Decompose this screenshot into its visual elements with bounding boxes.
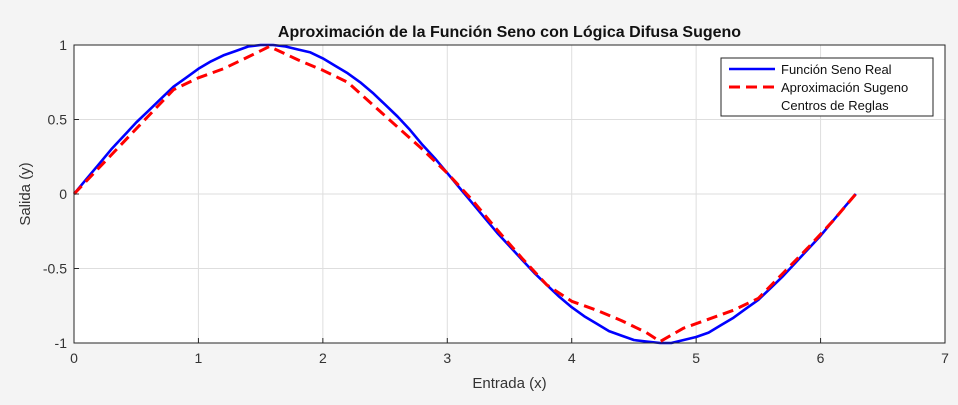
x-tick-label: 0 bbox=[70, 350, 78, 366]
legend-entry: Función Seno Real bbox=[781, 62, 892, 77]
legend: Función Seno Real Aproximación Sugeno Cent… bbox=[720, 57, 934, 117]
tick-labels: 0 1 2 3 4 5 6 7 -1 -0.5 0 0.5 1 bbox=[43, 37, 949, 366]
x-tick-label: 7 bbox=[941, 350, 949, 366]
x-tick-label: 5 bbox=[692, 350, 700, 366]
series-line-0 bbox=[73, 43, 857, 345]
x-tick-label: 6 bbox=[817, 350, 825, 366]
x-tick-label: 4 bbox=[568, 350, 576, 366]
y-tick-label: 1 bbox=[59, 37, 67, 53]
x-tick-label: 1 bbox=[195, 350, 203, 366]
y-tick-label: -1 bbox=[55, 335, 68, 351]
y-tick-label: 0 bbox=[59, 186, 67, 202]
series-layer bbox=[72, 43, 857, 345]
y-axis-label: Salida (y) bbox=[17, 162, 34, 225]
y-tick-label: 0.5 bbox=[48, 112, 68, 128]
x-axis-label: Entrada (x) bbox=[472, 375, 546, 392]
x-tick-label: 2 bbox=[319, 350, 327, 366]
series-line-1 bbox=[72, 45, 857, 343]
chart-title: Aproximación de la Función Seno con Lógi… bbox=[278, 24, 741, 41]
x-tick-label: 3 bbox=[443, 350, 451, 366]
legend-entry: Aproximación Sugeno bbox=[781, 80, 908, 95]
y-tick-label: -0.5 bbox=[43, 261, 67, 277]
legend-entry: Centros de Reglas bbox=[781, 98, 889, 113]
